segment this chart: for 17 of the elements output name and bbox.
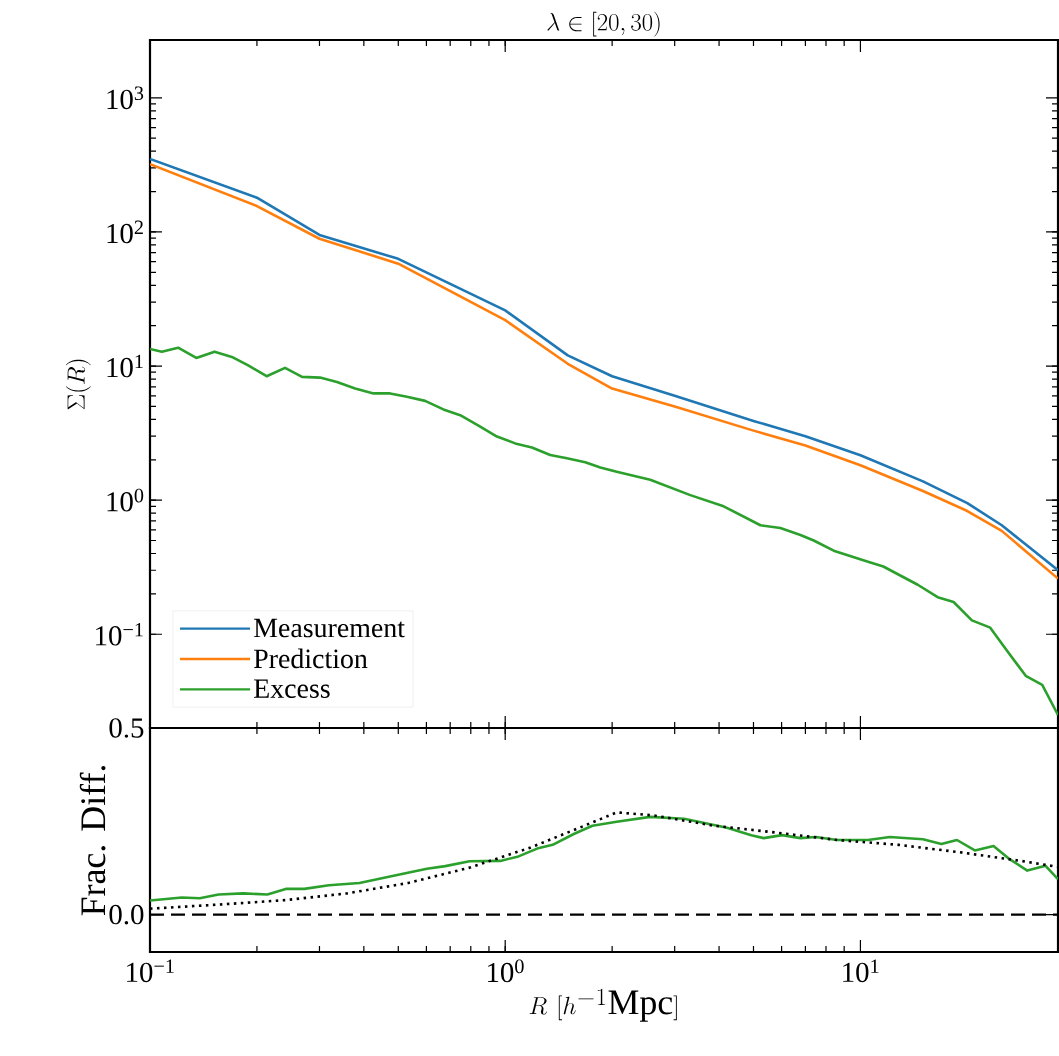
x-axis-title: $R\ [h^{-1}\mathrm{Mpc}]$ <box>529 988 677 1022</box>
y-tick-label: 0.5 <box>109 718 144 738</box>
y-tick-label: 10$^{3}$ <box>107 86 144 110</box>
x-tick-label: 10$^{−1}$ <box>127 959 174 983</box>
y-axis-title: Frac. Diff. <box>79 765 106 916</box>
x-tick-label: 10$^{0}$ <box>488 959 524 983</box>
chart-title: $\lambda \in [20, 30)$ <box>547 11 660 37</box>
x-tick-label: 10$^{1}$ <box>843 959 879 983</box>
legend-label: Prediction <box>253 648 368 669</box>
y-tick-label: 10$^{1}$ <box>107 354 143 378</box>
y-tick-label: 10$^{2}$ <box>107 220 143 244</box>
y-tick-label: 10$^{−1}$ <box>96 622 143 646</box>
y-axis-title: $\Sigma(R)$ <box>65 359 91 410</box>
y-tick-label: 0.0 <box>109 904 144 925</box>
legend-label: Excess <box>253 679 330 698</box>
y-tick-label: 10$^{0}$ <box>107 488 144 512</box>
legend-label: Measurement <box>253 618 405 638</box>
